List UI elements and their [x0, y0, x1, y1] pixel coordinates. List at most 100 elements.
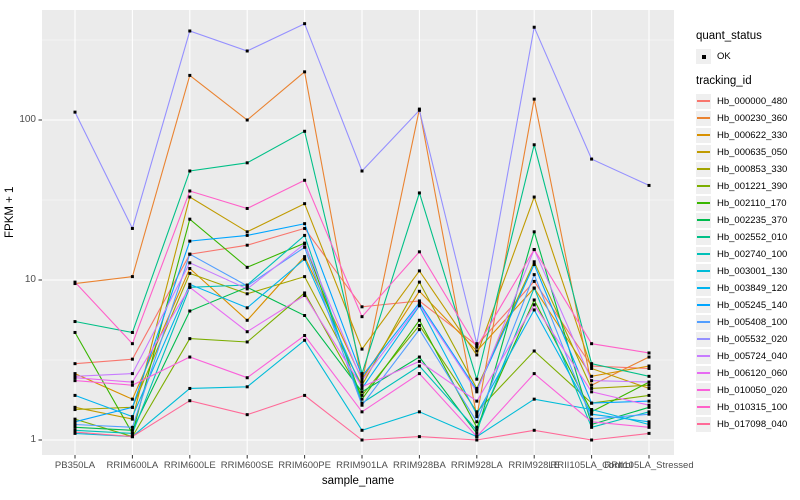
data-point-marker — [590, 390, 594, 394]
legend-item-Hb_002740_100: Hb_002740_100 — [696, 246, 787, 262]
legend-line-icon — [697, 151, 710, 153]
legend-line-icon — [697, 389, 710, 391]
legend-item-Hb_002235_370: Hb_002235_370 — [696, 212, 787, 228]
data-point-marker — [417, 318, 421, 322]
legend-key-swatch — [696, 93, 711, 109]
data-point-marker — [303, 70, 307, 74]
legend-line-icon — [697, 117, 710, 119]
legend-item-Hb_003001_130: Hb_003001_130 — [696, 263, 787, 279]
data-point-marker — [303, 275, 307, 279]
data-point-marker — [475, 431, 479, 435]
data-point-marker — [647, 393, 651, 397]
data-point-marker — [245, 413, 249, 417]
legend-line-icon — [697, 321, 710, 323]
legend-item-Hb_002110_170: Hb_002110_170 — [696, 195, 787, 211]
data-point-marker — [475, 399, 479, 403]
data-point-marker — [303, 202, 307, 206]
legend-line-icon — [697, 134, 710, 136]
data-point-marker — [188, 29, 192, 33]
legend-title-quant-status: quant_status — [696, 30, 762, 42]
data-point-marker — [647, 374, 651, 378]
data-point-marker — [245, 206, 249, 210]
data-point-marker — [303, 233, 307, 237]
x-tick-label: RRII105LA_Control — [550, 460, 633, 471]
data-point-marker — [647, 386, 651, 390]
data-point-marker — [590, 386, 594, 390]
data-point-marker — [130, 383, 134, 387]
data-point-marker — [73, 428, 77, 432]
legend-key-swatch — [696, 144, 711, 160]
legend-line-icon — [697, 304, 710, 306]
legend-line-icon — [697, 423, 710, 425]
data-point-marker — [73, 372, 77, 376]
data-point-marker — [130, 357, 134, 361]
legend-key-swatch — [696, 195, 711, 211]
data-point-marker — [475, 345, 479, 349]
legend-key-swatch — [696, 110, 711, 126]
data-point-marker — [475, 388, 479, 392]
data-point-marker — [532, 349, 536, 353]
legend-key-swatch — [696, 399, 711, 415]
data-point-marker — [590, 366, 594, 370]
x-tick-label: RRIM600SE — [220, 460, 274, 471]
data-point-marker — [130, 372, 134, 376]
data-point-marker — [130, 435, 134, 439]
data-point-marker — [647, 425, 651, 429]
data-point-marker — [245, 265, 249, 269]
data-point-marker — [590, 408, 594, 412]
data-point-marker — [360, 438, 364, 442]
data-point-marker — [475, 412, 479, 416]
legend-line-icon — [697, 219, 710, 221]
legend-item-label: Hb_002552_010 — [717, 231, 788, 243]
legend-key-swatch — [696, 314, 711, 330]
data-point-marker — [188, 189, 192, 193]
data-point-marker — [647, 420, 651, 424]
legend-item-label: Hb_003849_120 — [717, 282, 788, 294]
data-point-marker — [417, 191, 421, 195]
legend-key-swatch — [696, 280, 711, 296]
data-point-marker — [590, 374, 594, 378]
legend-line-icon — [697, 270, 710, 272]
y-tick-label: 100 — [19, 114, 36, 125]
data-point-marker — [303, 22, 307, 26]
data-point-marker — [303, 338, 307, 342]
data-point-marker — [647, 351, 651, 355]
data-point-marker — [532, 248, 536, 252]
legend-key-swatch — [696, 229, 711, 245]
data-point-marker — [417, 299, 421, 303]
data-point-marker — [590, 401, 594, 405]
data-point-marker — [245, 340, 249, 344]
data-point-marker — [245, 118, 249, 122]
legend-item-label: Hb_005532_020 — [717, 333, 788, 345]
legend-key-swatch — [696, 263, 711, 279]
data-point-marker — [303, 393, 307, 397]
data-point-marker — [245, 49, 249, 53]
data-point-marker — [245, 376, 249, 380]
legend-key-swatch — [696, 178, 711, 194]
data-point-marker — [360, 401, 364, 405]
legend-key-swatch — [696, 212, 711, 228]
data-point-marker — [130, 342, 134, 346]
legend-item-Hb_005245_140: Hb_005245_140 — [696, 297, 787, 313]
y-tick-label: 10 — [24, 274, 36, 285]
data-point-marker — [590, 157, 594, 161]
data-point-marker — [245, 233, 249, 237]
legend-item-Hb_010050_020: Hb_010050_020 — [696, 382, 787, 398]
legend-key-swatch — [696, 246, 711, 262]
data-point-marker — [360, 390, 364, 394]
data-point-marker — [245, 284, 249, 288]
data-point-marker — [417, 328, 421, 332]
data-point-marker — [532, 260, 536, 264]
data-point-marker — [590, 412, 594, 416]
data-point-marker — [417, 410, 421, 414]
legend-line-icon — [697, 185, 710, 187]
legend-key-swatch — [696, 348, 711, 364]
data-point-marker — [532, 230, 536, 234]
legend-key-swatch — [696, 382, 711, 398]
data-point-marker — [360, 386, 364, 390]
data-point-marker — [360, 383, 364, 387]
data-point-marker — [130, 330, 134, 334]
data-point-marker — [188, 309, 192, 313]
data-point-marker — [647, 403, 651, 407]
